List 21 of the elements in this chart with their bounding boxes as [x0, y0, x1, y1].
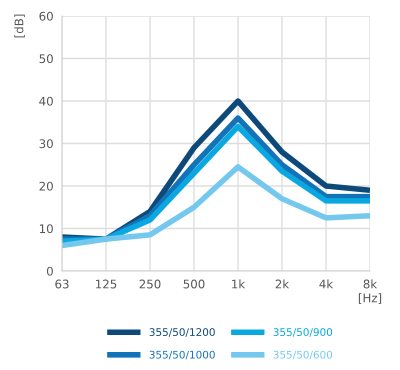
x-tick-label: 125: [96, 280, 116, 288]
y-tick-label: 60: [39, 12, 53, 21]
legend-label: 355/50/1000: [150, 350, 215, 360]
legend-label: 355/50/1200: [150, 328, 215, 337]
y-tick-label: 0: [46, 266, 53, 276]
x-tick-label: 63: [55, 280, 69, 288]
x-axis-title: [Hz]: [358, 293, 382, 304]
x-tick-label: 2k: [276, 279, 290, 288]
y-tick-label: 10: [40, 224, 53, 234]
x-tick-label: 8k: [364, 279, 378, 288]
legend-label: 355/50/600: [274, 350, 332, 360]
x-tick-label: 250: [140, 280, 160, 288]
y-tick-label: 50: [40, 54, 53, 64]
y-tick-label: 20: [40, 182, 53, 191]
x-tick-label: 4k: [319, 279, 334, 288]
y-tick-label: 30: [40, 139, 53, 148]
x-tick-label: 500: [184, 280, 204, 288]
legend-label: 355/50/900: [274, 328, 332, 337]
y-axis-title: [dB]: [14, 14, 25, 38]
y-tick-label: 40: [39, 96, 53, 106]
x-tick-label: 1k: [232, 279, 246, 288]
